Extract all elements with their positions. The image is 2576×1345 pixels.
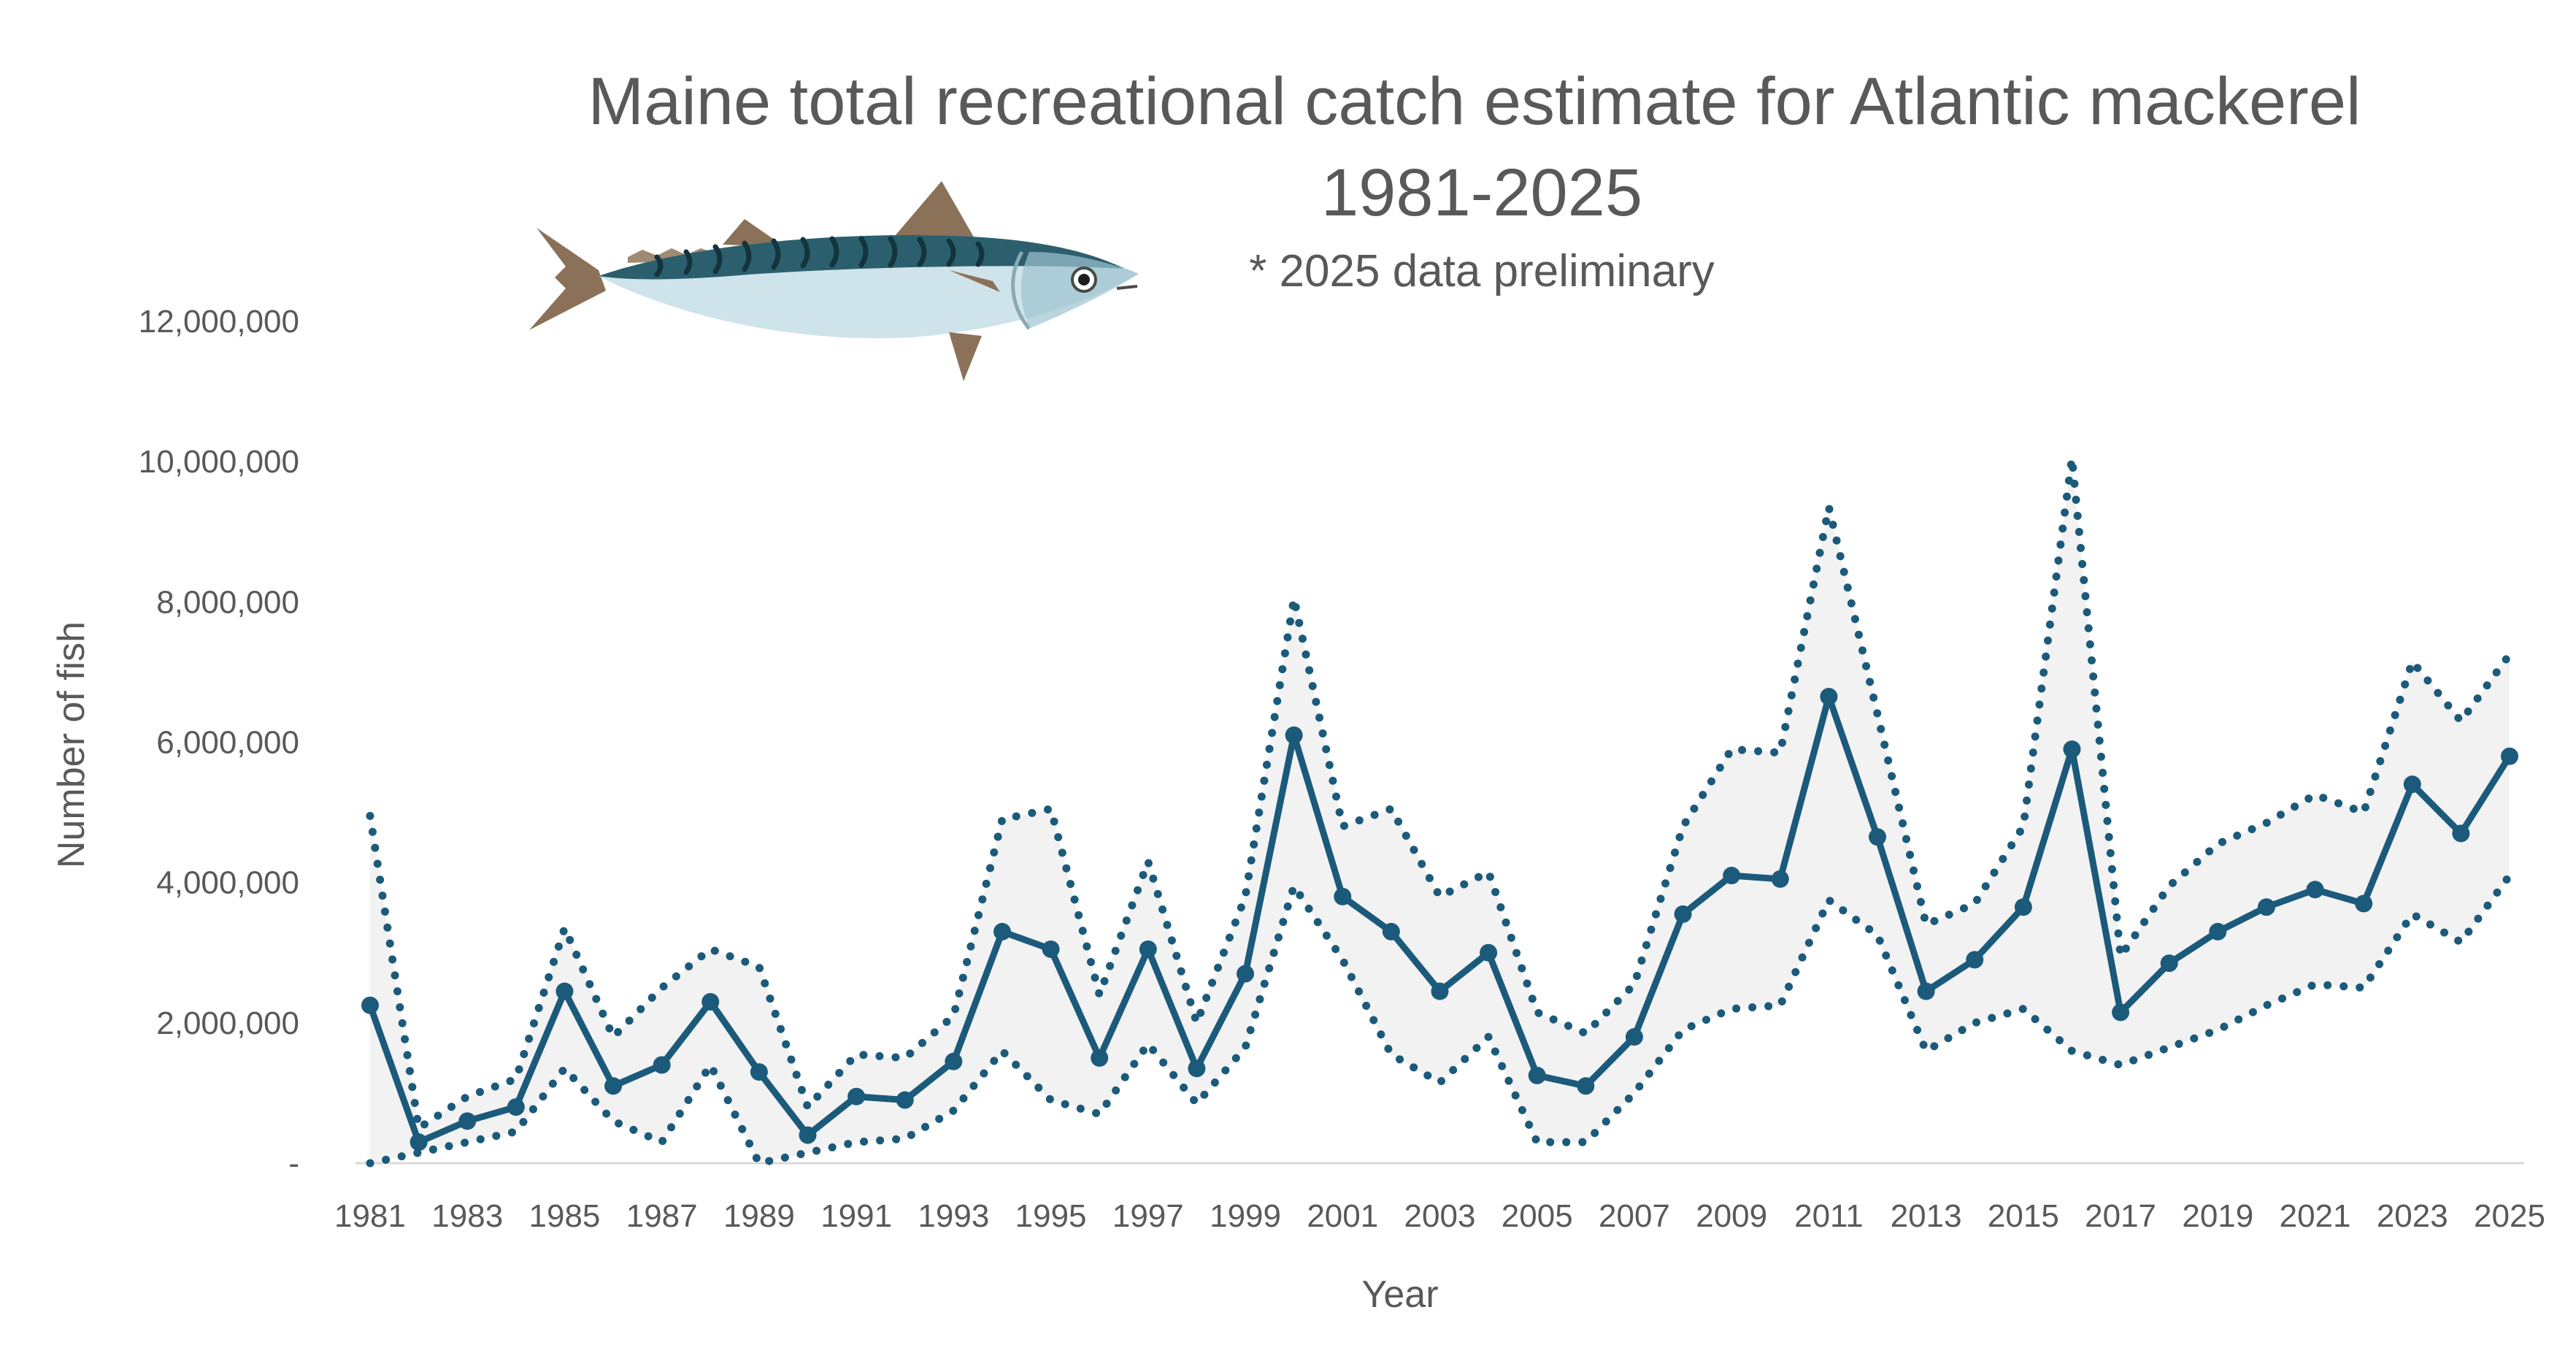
x-tick-label: 2017 bbox=[2085, 1198, 2156, 1234]
y-tick-label: 2,000,000 bbox=[156, 1005, 299, 1041]
y-tick-label: - bbox=[288, 1146, 299, 1181]
estimate-point-2000 bbox=[1285, 726, 1303, 744]
estimate-point-2005 bbox=[1528, 1066, 1546, 1084]
estimate-point-2001 bbox=[1334, 887, 1352, 905]
estimate-point-2004 bbox=[1480, 943, 1498, 962]
x-tick-label: 2021 bbox=[2280, 1198, 2351, 1234]
estimate-point-1991 bbox=[847, 1087, 866, 1105]
estimate-point-2022 bbox=[2355, 894, 2373, 913]
estimate-point-2014 bbox=[1966, 951, 1984, 969]
x-tick-label: 1991 bbox=[820, 1198, 892, 1234]
estimate-point-1986 bbox=[604, 1077, 623, 1095]
estimate-point-2023 bbox=[2403, 775, 2421, 794]
estimate-point-1984 bbox=[507, 1098, 525, 1116]
estimate-point-1995 bbox=[1042, 940, 1060, 958]
x-tick-label: 2011 bbox=[1794, 1198, 1864, 1234]
y-tick-label: 8,000,000 bbox=[156, 584, 299, 620]
estimate-point-2010 bbox=[1771, 870, 1789, 888]
estimate-point-1989 bbox=[750, 1063, 768, 1081]
upper-bound-line bbox=[366, 453, 2514, 1133]
estimate-point-1981 bbox=[361, 996, 379, 1014]
x-tick-label: 2005 bbox=[1502, 1198, 1573, 1234]
x-tick-label: 2009 bbox=[1696, 1198, 1767, 1234]
fish-mouth bbox=[1116, 285, 1138, 290]
estimate-point-1990 bbox=[799, 1126, 817, 1144]
x-tick-label: 1993 bbox=[918, 1198, 989, 1234]
x-tick-label: 2019 bbox=[2182, 1198, 2253, 1234]
series-layer bbox=[361, 453, 2518, 1168]
x-tick-label: 1981 bbox=[334, 1198, 406, 1234]
plot-area: - 2,000,000 4,000,000 6,000,000 8,000,000 10,… bbox=[139, 304, 2545, 1234]
x-tick-label: 1999 bbox=[1210, 1198, 1281, 1234]
x-axis-title: Year bbox=[1361, 1273, 1438, 1316]
chart-title-years: 1981-2025 bbox=[1321, 156, 1642, 230]
y-tick-label: 4,000,000 bbox=[156, 865, 299, 901]
estimate-point-1996 bbox=[1091, 1049, 1109, 1067]
y-axis-ticks: - 2,000,000 4,000,000 6,000,000 8,000,000 10,… bbox=[139, 304, 299, 1181]
x-tick-label: 2001 bbox=[1307, 1198, 1378, 1234]
x-tick-label: 2013 bbox=[1891, 1198, 1962, 1234]
x-tick-label: 1989 bbox=[723, 1198, 795, 1234]
estimate-point-2009 bbox=[1723, 867, 1741, 885]
estimate-point-2015 bbox=[2014, 898, 2032, 916]
estimate-point-1997 bbox=[1139, 940, 1157, 958]
fish-tail bbox=[529, 228, 606, 330]
estimate-point-2002 bbox=[1382, 922, 1400, 940]
chart-title: Maine total recreational catch estimate … bbox=[588, 64, 2361, 139]
x-tick-label: 2007 bbox=[1599, 1198, 1670, 1234]
x-tick-label: 2003 bbox=[1404, 1198, 1476, 1234]
y-axis-title: Number of fish bbox=[50, 621, 93, 868]
estimate-point-1992 bbox=[896, 1091, 914, 1109]
atlantic-mackerel-fish-icon bbox=[529, 181, 1139, 381]
x-tick-label: 2015 bbox=[1988, 1198, 2059, 1234]
estimate-point-2024 bbox=[2452, 824, 2470, 843]
fish-pectoral-fin bbox=[949, 270, 1000, 292]
x-tick-label: 2025 bbox=[2474, 1198, 2545, 1234]
estimate-point-2012 bbox=[1869, 828, 1887, 846]
y-tick-label: 6,000,000 bbox=[156, 725, 299, 761]
fish-dorsal-fin-rear bbox=[723, 219, 785, 247]
estimate-point-1983 bbox=[458, 1112, 477, 1130]
x-tick-label: 1985 bbox=[529, 1198, 601, 1234]
chart-subtitle: * 2025 data preliminary bbox=[1249, 246, 1715, 296]
confidence-band bbox=[370, 458, 2510, 1163]
x-tick-label: 1995 bbox=[1015, 1198, 1087, 1234]
estimate-point-2003 bbox=[1431, 982, 1449, 1000]
x-axis-ticks: 1981 1983 1985 1987 1989 1991 1993 1995 1997 1999… bbox=[334, 1198, 2545, 1234]
x-tick-label: 1987 bbox=[626, 1198, 698, 1234]
estimate-point-2021 bbox=[2306, 881, 2324, 899]
x-tick-label: 2023 bbox=[2377, 1198, 2448, 1234]
estimate-point-2008 bbox=[1674, 905, 1692, 923]
estimate-point-1985 bbox=[555, 982, 574, 1000]
fish-gill bbox=[1011, 250, 1031, 330]
fish-back bbox=[599, 235, 1124, 280]
confidence-band-area bbox=[370, 458, 2510, 1163]
fish-stripes bbox=[654, 236, 985, 277]
estimate-point-1994 bbox=[993, 922, 1011, 940]
estimate-point-2013 bbox=[1917, 982, 1935, 1000]
estimate-point-2011 bbox=[1820, 688, 1838, 706]
estimate-point-2007 bbox=[1625, 1028, 1643, 1046]
estimate-point-1988 bbox=[701, 993, 720, 1011]
x-tick-label: 1997 bbox=[1112, 1198, 1184, 1234]
estimate-point-2025 bbox=[2501, 747, 2518, 765]
estimate-point-1982 bbox=[410, 1133, 428, 1152]
estimate-point-1987 bbox=[653, 1056, 671, 1074]
estimate-point-2017 bbox=[2112, 1003, 2130, 1022]
estimate-point-1993 bbox=[945, 1052, 963, 1070]
y-tick-label: 10,000,000 bbox=[139, 444, 299, 480]
estimate-point-2018 bbox=[2160, 954, 2178, 973]
estimate-point-2006 bbox=[1577, 1077, 1595, 1095]
fish-pelvic-fin bbox=[949, 332, 982, 381]
estimate-point-1998 bbox=[1188, 1059, 1206, 1078]
x-tick-label: 1983 bbox=[431, 1198, 503, 1234]
estimate-point-2020 bbox=[2257, 898, 2275, 916]
estimate-point-1999 bbox=[1237, 965, 1255, 983]
lower-bound-line bbox=[366, 871, 2514, 1168]
estimate-point-2016 bbox=[2063, 740, 2081, 759]
estimate-point-2019 bbox=[2209, 922, 2227, 940]
fish-dorsal-fin-front bbox=[891, 181, 978, 245]
y-tick-label: 12,000,000 bbox=[139, 304, 299, 340]
